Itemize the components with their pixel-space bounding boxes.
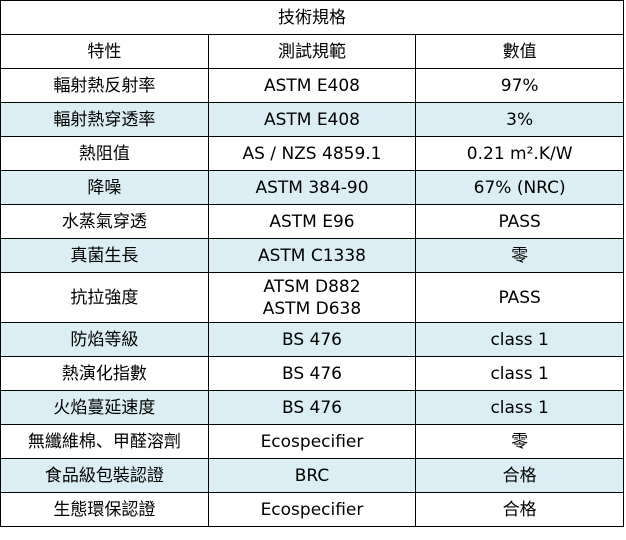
cell-property: 抗拉強度 <box>0 272 209 323</box>
cell-standard: ASTM E408 <box>207 68 417 103</box>
cell-property: 輻射熱反射率 <box>0 68 209 103</box>
table-row: 防焰等級 BS 476 class 1 <box>0 322 624 357</box>
cell-value: class 1 <box>415 322 624 357</box>
standard-line: ASTM E408 <box>263 75 361 96</box>
cell-standard: ASTM E96 <box>207 204 417 239</box>
table-row: 火焰蔓延速度 BS 476 class 1 <box>0 390 624 425</box>
cell-value: 67% (NRC) <box>415 170 624 205</box>
cell-property: 食品級包裝認證 <box>0 458 209 493</box>
cell-value: class 1 <box>415 390 624 425</box>
cell-property: 熱演化指數 <box>0 356 209 391</box>
cell-property: 生態環保認證 <box>0 492 209 527</box>
table-row: 真菌生長 ASTM C1338 零 <box>0 238 624 273</box>
cell-property: 輻射熱穿透率 <box>0 102 209 137</box>
standard-line: ASTM E408 <box>263 109 361 130</box>
cell-standard: BRC <box>207 458 417 493</box>
table-row: 輻射熱反射率 ASTM E408 97% <box>0 68 624 103</box>
standard-line: ASTM C1338 <box>257 245 366 266</box>
cell-value: PASS <box>415 272 624 323</box>
table-row: 輻射熱穿透率 ASTM E408 3% <box>0 102 624 137</box>
spec-table-body: 技術規格 特性 測試規範 數值 輻射熱反射率 ASTM E408 97% 輻射熱穿透率… <box>0 0 624 527</box>
standard-line: ATSM D882 <box>263 276 361 297</box>
cell-standard: BS 476 <box>207 390 417 425</box>
standard-line: ASTM E96 <box>269 211 355 232</box>
cell-value: 合格 <box>415 458 624 493</box>
cell-property: 無纖維棉、甲醛溶劑 <box>0 424 209 459</box>
cell-value: 0.21 m².K/W <box>415 136 624 171</box>
table-row: 無纖維棉、甲醛溶劑 Ecospecifier 零 <box>0 424 624 459</box>
cell-property: 降噪 <box>0 170 209 205</box>
cell-value: 97% <box>415 68 624 103</box>
standard-line: BS 476 <box>281 397 342 418</box>
table-row: 食品級包裝認證 BRC 合格 <box>0 458 624 493</box>
cell-property: 真菌生長 <box>0 238 209 273</box>
table-row: 熱演化指數 BS 476 class 1 <box>0 356 624 391</box>
cell-standard: ASTM C1338 <box>207 238 417 273</box>
standard-line: BS 476 <box>281 363 342 384</box>
cell-standard: BS 476 <box>207 322 417 357</box>
spec-table: 技術規格 特性 測試規範 數值 輻射熱反射率 ASTM E408 97% 輻射熱穿透率… <box>0 0 624 527</box>
standard-line: Ecospecifier <box>260 499 364 520</box>
header-property: 特性 <box>0 34 209 69</box>
standard-line: Ecospecifier <box>260 431 364 452</box>
standard-line: ASTM 384-90 <box>255 177 369 198</box>
table-title: 技術規格 <box>0 0 624 35</box>
cell-standard: BS 476 <box>207 356 417 391</box>
table-row: 抗拉強度 ATSM D882 ASTM D638 PASS <box>0 272 624 323</box>
table-title-row: 技術規格 <box>0 0 624 35</box>
standard-line: ASTM D638 <box>262 298 362 319</box>
table-header-row: 特性 測試規範 數值 <box>0 34 624 69</box>
cell-standard: Ecospecifier <box>207 492 417 527</box>
cell-value: PASS <box>415 204 624 239</box>
table-row: 水蒸氣穿透 ASTM E96 PASS <box>0 204 624 239</box>
cell-value: class 1 <box>415 356 624 391</box>
header-value: 數值 <box>415 34 624 69</box>
cell-property: 火焰蔓延速度 <box>0 390 209 425</box>
standard-line: BRC <box>294 465 330 486</box>
standard-line: AS / NZS 4859.1 <box>242 143 382 164</box>
table-row: 降噪 ASTM 384-90 67% (NRC) <box>0 170 624 205</box>
cell-value: 零 <box>415 238 624 273</box>
table-row: 熱阻值 AS / NZS 4859.1 0.21 m².K/W <box>0 136 624 171</box>
standard-line: BS 476 <box>281 329 342 350</box>
cell-value: 合格 <box>415 492 624 527</box>
cell-property: 防焰等級 <box>0 322 209 357</box>
cell-standard: AS / NZS 4859.1 <box>207 136 417 171</box>
table-row: 生態環保認證 Ecospecifier 合格 <box>0 492 624 527</box>
cell-property: 熱阻值 <box>0 136 209 171</box>
cell-standard: ASTM 384-90 <box>207 170 417 205</box>
cell-standard: Ecospecifier <box>207 424 417 459</box>
cell-value: 3% <box>415 102 624 137</box>
cell-property: 水蒸氣穿透 <box>0 204 209 239</box>
cell-value: 零 <box>415 424 624 459</box>
cell-standard: ASTM E408 <box>207 102 417 137</box>
cell-standard: ATSM D882 ASTM D638 <box>207 272 417 323</box>
header-standard: 測試規範 <box>207 34 417 69</box>
